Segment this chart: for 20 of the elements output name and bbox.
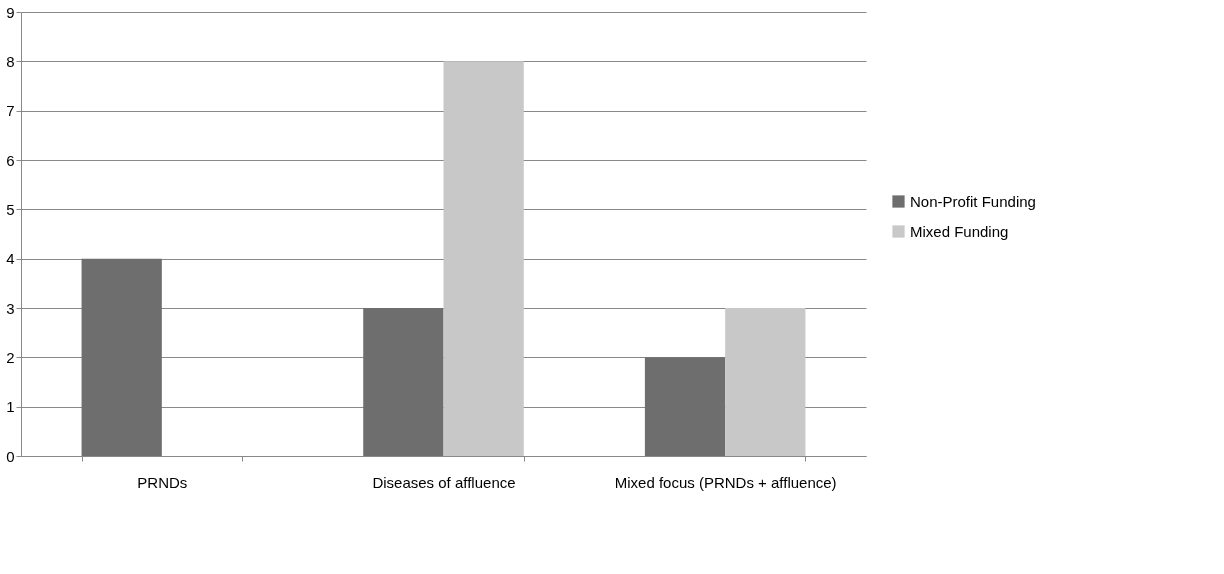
y-tick-label: 1 — [6, 398, 15, 416]
x-tick-label: Mixed focus (PRNDs + affluence) — [614, 473, 837, 491]
bar — [81, 258, 162, 456]
y-tick-label: 2 — [6, 348, 15, 366]
bar — [644, 357, 726, 456]
y-tick-label: 9 — [6, 3, 15, 21]
bar — [363, 308, 444, 456]
legend-label: Non-Profit Funding — [910, 192, 1036, 210]
bar — [725, 308, 806, 456]
y-tick-label: 4 — [6, 250, 15, 268]
x-tick-label: PRNDs — [137, 473, 188, 491]
y-tick-label: 8 — [6, 52, 15, 70]
y-tick-label: 7 — [6, 102, 15, 120]
y-tick-label: 3 — [6, 299, 15, 317]
x-tick-label: Diseases of affluence — [372, 473, 516, 491]
y-tick-label: 0 — [6, 447, 15, 465]
legend-label: Mixed Funding — [910, 222, 1009, 240]
y-tick-label: 6 — [6, 151, 15, 169]
bar — [443, 61, 524, 456]
y-tick-label: 5 — [6, 200, 15, 218]
